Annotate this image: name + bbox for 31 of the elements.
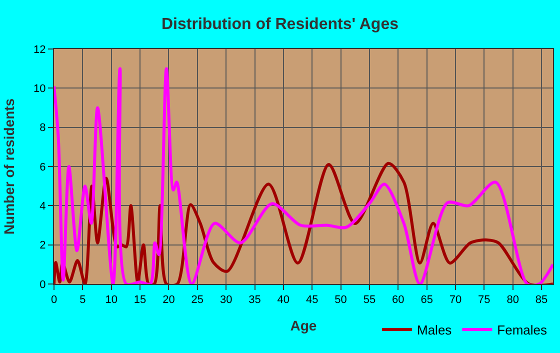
x-tick-label: 70	[449, 294, 462, 306]
x-tick-label: 35	[248, 294, 261, 306]
x-tick-label: 20	[162, 294, 175, 306]
x-tick-label: 15	[134, 294, 146, 306]
y-tick-label: 0	[40, 278, 46, 291]
x-tick-label: 10	[105, 294, 118, 306]
x-tick-label: 5	[80, 294, 86, 306]
x-tick-label: 50	[334, 294, 347, 306]
chart-title: Distribution of Residents' Ages	[161, 16, 399, 33]
x-tick-label: 30	[220, 294, 232, 306]
y-axis-title: Number of residents	[1, 98, 18, 235]
x-tick-label: 40	[277, 294, 290, 306]
x-tick-label: 65	[420, 294, 433, 306]
x-tick-label: 80	[506, 294, 519, 306]
y-tick-label: 10	[34, 83, 46, 96]
legend-label: Males	[417, 322, 452, 338]
y-tick-label: 6	[40, 161, 46, 174]
x-tick-label: 60	[392, 294, 404, 306]
x-tick-label: 75	[478, 294, 490, 306]
x-tick-label: 55	[363, 294, 376, 306]
y-tick-label: 2	[40, 240, 46, 252]
y-tick-label: 4	[40, 200, 46, 213]
y-tick-label: 8	[40, 122, 46, 134]
y-tick-label: 12	[34, 44, 46, 56]
x-tick-label: 45	[306, 294, 318, 306]
x-axis-title: Age	[290, 318, 317, 334]
legend-label: Females	[497, 322, 548, 338]
line-series	[54, 67, 553, 284]
x-tick-label: 25	[191, 294, 204, 306]
x-tick-label: 85	[535, 294, 548, 306]
x-tick-label: 0	[50, 294, 58, 306]
